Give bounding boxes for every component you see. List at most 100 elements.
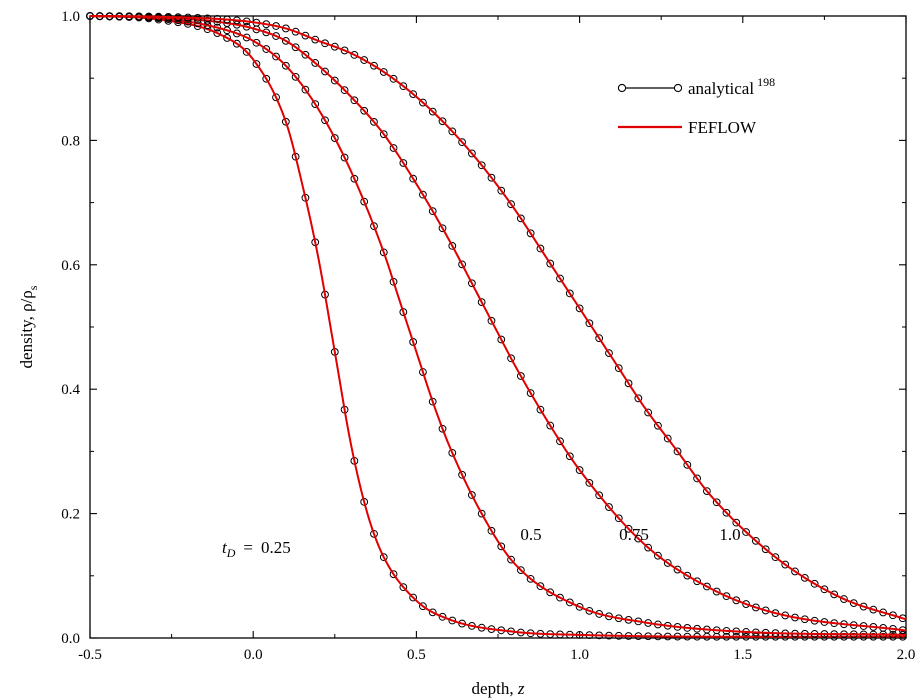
analytical-marker [673, 565, 682, 574]
analytical-marker [360, 56, 369, 64]
analytical-marker [311, 59, 320, 67]
curve-label-subscript: D [226, 546, 236, 560]
analytical-line [89, 15, 906, 638]
y-tick-label: 0.0 [61, 631, 80, 647]
analytical-marker [350, 51, 359, 59]
curve-label-1.0: 1.0 [719, 525, 740, 544]
analytical-marker [703, 582, 711, 591]
analytical-marker [693, 577, 701, 586]
analytical-marker [301, 31, 310, 40]
analytical-marker [399, 82, 408, 91]
analytical-marker [565, 289, 574, 298]
analytical-marker [223, 34, 231, 42]
analytical-marker [585, 319, 594, 328]
analytical-marker [448, 448, 457, 457]
analytical-marker [849, 599, 858, 608]
analytical-marker [673, 447, 682, 456]
curve-label-0.75: 0.75 [619, 525, 649, 544]
analytical-marker [438, 224, 447, 233]
x-tick-label: 1.5 [733, 647, 752, 663]
analytical-marker [419, 368, 427, 376]
analytical-marker [624, 379, 633, 388]
analytical-marker [732, 596, 741, 605]
analytical-marker [448, 127, 457, 136]
analytical-marker [663, 434, 672, 443]
y-tick-label: 0.4 [61, 382, 80, 398]
analytical-marker [497, 542, 506, 551]
analytical-marker [330, 42, 339, 51]
analytical-marker [330, 134, 339, 142]
analytical-marker [859, 602, 868, 611]
analytical-marker [330, 76, 339, 85]
analytical-marker [301, 85, 310, 94]
analytical-marker [291, 27, 300, 36]
analytical-marker [232, 29, 241, 38]
analytical-marker [605, 503, 613, 511]
analytical-marker [722, 592, 731, 601]
analytical-marker [379, 553, 388, 562]
analytical-marker [536, 582, 545, 591]
analytical-marker [516, 566, 525, 575]
analytical-marker [526, 389, 535, 397]
analytical-marker [467, 279, 476, 288]
analytical-marker [419, 190, 427, 199]
analytical-line [89, 15, 907, 632]
analytical-marker [458, 470, 467, 479]
analytical-marker [634, 394, 643, 403]
legend-analytical-marker [617, 83, 627, 93]
analytical-marker [291, 43, 300, 52]
x-tick-label: 1.0 [570, 647, 589, 663]
x-axis-title: depth, z [472, 679, 525, 698]
legend-feflow-label: FEFLOW [688, 118, 757, 137]
analytical-marker [644, 408, 653, 417]
analytical-marker [360, 106, 369, 115]
analytical-marker [820, 585, 829, 594]
analytical-marker [409, 174, 418, 183]
analytical-marker [370, 117, 378, 126]
analytical-marker [585, 479, 594, 487]
analytical-marker [585, 606, 594, 615]
analytical-marker [477, 298, 486, 307]
legend: analytical 198 FEFLOW [617, 75, 775, 137]
analytical-marker [575, 304, 584, 313]
analytical-marker [840, 595, 848, 603]
analytical-marker [252, 60, 261, 68]
analytical-marker [389, 74, 398, 83]
analytical-marker [428, 107, 437, 116]
analytical-marker [546, 421, 555, 430]
feflow-line [89, 15, 907, 636]
analytical-marker [301, 50, 310, 59]
analytical-marker [370, 61, 378, 70]
analytical-marker [428, 608, 437, 617]
analytical-marker [311, 35, 320, 44]
legend-analytical-marker [673, 83, 683, 93]
feflow-line [89, 15, 906, 638]
analytical-marker [232, 39, 241, 48]
analytical-marker [614, 364, 623, 373]
x-tick-label: 0.5 [407, 647, 426, 663]
analytical-marker [467, 149, 476, 158]
curve-label-prefix: t [222, 538, 228, 557]
analytical-marker [409, 593, 418, 602]
analytical-marker [399, 583, 408, 592]
analytical-marker [497, 335, 506, 344]
analytical-marker [634, 534, 643, 543]
analytical-marker [438, 612, 447, 621]
analytical-line [89, 15, 907, 620]
analytical-marker [419, 602, 427, 611]
analytical-marker [781, 560, 790, 569]
analytical-marker [487, 173, 496, 182]
curves-layer [86, 12, 907, 641]
analytical-marker [448, 241, 457, 250]
analytical-marker [761, 545, 770, 554]
y-tick-label: 0.6 [61, 258, 80, 274]
curve-label-0.25: tD = 0.25 [222, 538, 291, 560]
analytical-marker [262, 28, 271, 37]
analytical-marker [321, 116, 329, 125]
analytical-marker [242, 48, 251, 56]
analytical-marker [771, 553, 780, 562]
analytical-marker [605, 349, 613, 358]
analytical-marker [546, 259, 555, 268]
analytical-marker [291, 72, 300, 81]
